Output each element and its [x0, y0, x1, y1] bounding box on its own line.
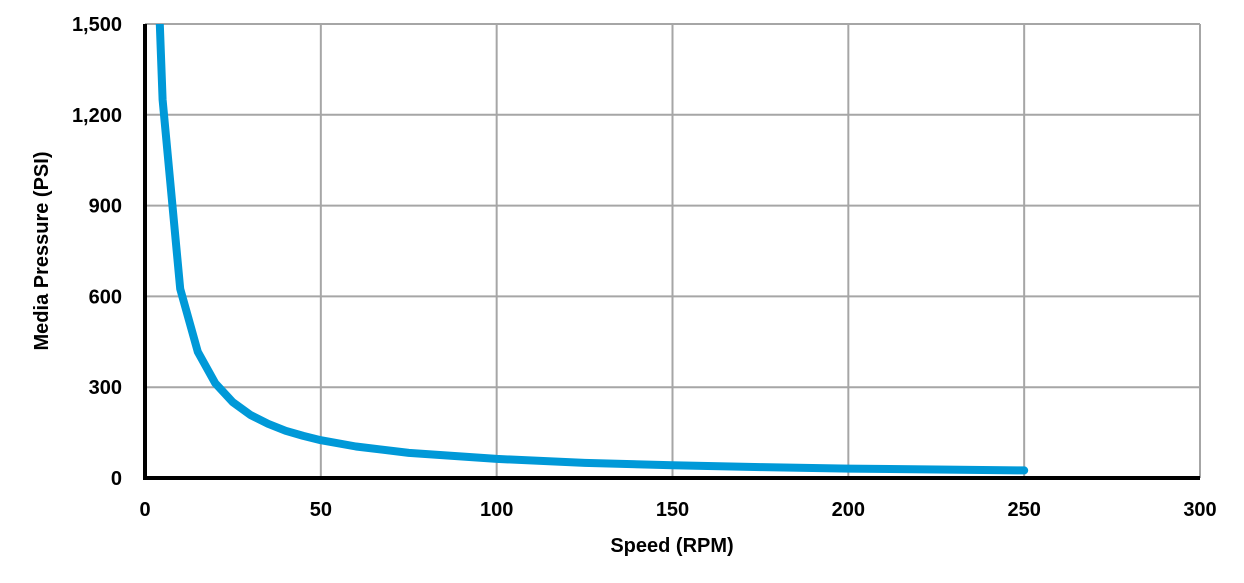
y-tick-label: 0: [111, 468, 122, 490]
x-axis-title: Speed (RPM): [610, 535, 733, 557]
x-tick-label: 300: [1183, 499, 1216, 521]
x-tick-label: 250: [1007, 499, 1040, 521]
data-series: [155, 24, 1029, 475]
y-axis-title: Media Pressure (PSI): [31, 152, 53, 351]
axes: [143, 24, 1200, 480]
x-tick-label: 150: [656, 499, 689, 521]
y-tick-label: 900: [89, 196, 122, 218]
x-tick-label: 50: [310, 499, 332, 521]
gridlines: [145, 23, 1201, 478]
x-axis-tick-labels: 0 50 100 150 200 250 300: [139, 499, 1216, 521]
y-axis-tick-labels: 0 300 600 900 1,200 1,500: [72, 14, 122, 490]
pressure-curve: [155, 24, 1029, 475]
y-tick-label: 300: [89, 377, 122, 399]
y-tick-label: 600: [89, 286, 122, 308]
x-tick-label: 0: [139, 499, 150, 521]
y-tick-label: 1,500: [72, 14, 122, 36]
y-tick-label: 1,200: [72, 105, 122, 127]
x-tick-label: 100: [480, 499, 513, 521]
x-tick-label: 200: [832, 499, 865, 521]
